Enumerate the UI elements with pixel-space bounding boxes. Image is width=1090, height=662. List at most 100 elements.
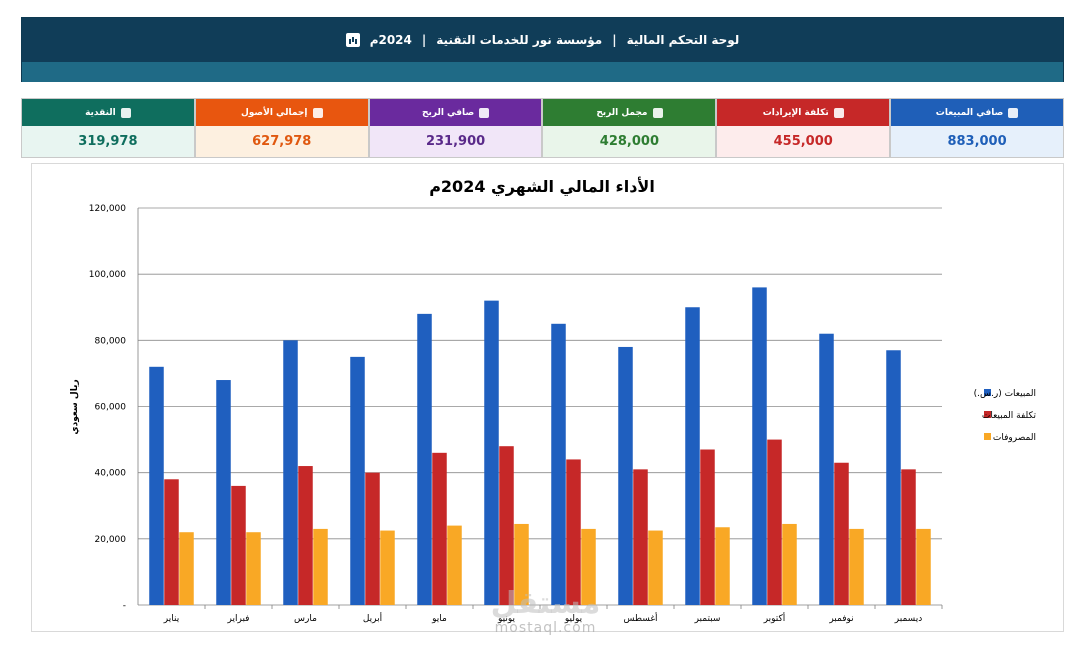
kpi-label: النقدية bbox=[85, 107, 116, 118]
monthly-performance-chart: الأداء المالي الشهري 2024م ريال سعودي - 2… bbox=[31, 163, 1064, 632]
chart-bars bbox=[149, 287, 931, 605]
bar bbox=[380, 530, 395, 605]
y-tick-label: 100,000 bbox=[89, 270, 126, 280]
bar-chart-svg: الأداء المالي الشهري 2024م ريال سعودي - 2… bbox=[70, 177, 1037, 624]
legend-label: المبيعات (ر.س.) bbox=[974, 389, 1036, 399]
x-tick-label: يناير bbox=[163, 614, 180, 624]
bar bbox=[819, 333, 834, 605]
bar bbox=[849, 528, 864, 605]
legend-swatch bbox=[984, 433, 991, 440]
kpi-value: 627,978 bbox=[195, 126, 368, 157]
header-title-bar: لوحة التحكم المالية | مؤسسة نور للخدمات … bbox=[22, 18, 1063, 62]
bar bbox=[246, 532, 261, 605]
legend-swatch bbox=[984, 389, 991, 396]
x-tick-label: سبتمبر bbox=[694, 614, 721, 624]
x-tick-label: مايو bbox=[431, 614, 447, 624]
bar bbox=[216, 380, 231, 605]
bar bbox=[685, 307, 700, 605]
x-tick-label: يوليو bbox=[564, 614, 583, 624]
bar bbox=[432, 452, 447, 605]
bar bbox=[231, 485, 246, 605]
x-tick-label: أغسطس bbox=[623, 612, 657, 624]
dashboard-title: لوحة التحكم المالية bbox=[626, 33, 740, 47]
legend-label: المصروفات bbox=[993, 433, 1036, 443]
kpi-label: صافي الربح bbox=[422, 107, 475, 118]
y-tick-label: - bbox=[123, 601, 126, 611]
bar bbox=[700, 449, 715, 605]
y-tick-label: 20,000 bbox=[95, 535, 127, 545]
bar bbox=[886, 350, 901, 605]
x-axis-ticks: يناير فبراير مارس أبريل مايو يونيو يوليو أغسطس س… bbox=[163, 605, 943, 624]
chart-gridlines bbox=[137, 207, 942, 606]
x-tick-label: نوفمبر bbox=[828, 614, 853, 624]
y-axis-ticks: - 20,000 40,000 60,000 80,000 100,000 120,000 bbox=[89, 204, 126, 611]
trophy-icon bbox=[479, 107, 490, 118]
bar bbox=[447, 525, 462, 605]
bar bbox=[633, 469, 648, 605]
x-tick-label: يونيو bbox=[497, 614, 516, 624]
chart-title: الأداء المالي الشهري 2024م bbox=[429, 177, 655, 197]
kpi-title: إجمالي الأصول bbox=[195, 99, 368, 126]
bar bbox=[618, 346, 633, 605]
bar bbox=[164, 479, 179, 605]
bar bbox=[298, 466, 313, 605]
bar bbox=[350, 356, 365, 605]
bar bbox=[484, 300, 499, 605]
dashboard-header: لوحة التحكم المالية | مؤسسة نور للخدمات … bbox=[21, 17, 1064, 82]
y-tick-label: 40,000 bbox=[95, 469, 127, 479]
report-year: 2024م bbox=[369, 33, 412, 47]
y-tick-label: 60,000 bbox=[95, 403, 127, 413]
bar bbox=[283, 340, 298, 605]
title-separator: | bbox=[421, 33, 427, 47]
kpi-value: 319,978 bbox=[22, 126, 194, 157]
y-tick-label: 80,000 bbox=[95, 336, 127, 346]
x-tick-label: أبريل bbox=[363, 612, 382, 624]
bar bbox=[514, 523, 529, 605]
kpi-card-net-sales: صافي المبيعات 883,000 bbox=[890, 98, 1064, 158]
kpi-label: صافي المبيعات bbox=[935, 107, 1004, 118]
kpi-title: النقدية bbox=[22, 99, 194, 126]
bar bbox=[313, 528, 328, 605]
kpi-value: 455,000 bbox=[717, 126, 890, 157]
bar bbox=[752, 287, 767, 605]
x-tick-label: ديسمبر bbox=[894, 614, 922, 624]
kpi-value: 231,900 bbox=[369, 126, 542, 157]
money-bag-icon bbox=[1008, 107, 1019, 118]
bar bbox=[901, 469, 916, 605]
company-name: مؤسسة نور للخدمات التقنية bbox=[436, 33, 603, 47]
kpi-card-gross-profit: مجمل الربح 428,000 bbox=[542, 98, 717, 158]
y-tick-label: 120,000 bbox=[89, 204, 126, 214]
chart-legend: المبيعات (ر.س.) تكلفة المبيعات المصروفات bbox=[974, 389, 1037, 443]
box-icon bbox=[833, 107, 844, 118]
kpi-cards: النقدية 319,978 إجمالي الأصول 627,978 صا… bbox=[21, 98, 1064, 158]
bar bbox=[499, 446, 514, 605]
x-tick-label: أكتوبر bbox=[763, 612, 786, 624]
bar bbox=[767, 439, 782, 605]
bar bbox=[782, 523, 797, 605]
header-subbar bbox=[22, 62, 1063, 82]
legend-swatch bbox=[984, 411, 991, 418]
kpi-value: 428,000 bbox=[543, 126, 716, 157]
kpi-label: مجمل الربح bbox=[596, 107, 648, 118]
kpi-title: تكلفة الإيرادات bbox=[717, 99, 890, 126]
kpi-card-total-assets: إجمالي الأصول 627,978 bbox=[194, 98, 369, 158]
kpi-title: صافي المبيعات bbox=[891, 99, 1063, 126]
kpi-label: تكلفة الإيرادات bbox=[762, 107, 829, 118]
kpi-label: إجمالي الأصول bbox=[240, 107, 308, 118]
bar bbox=[149, 366, 164, 605]
kpi-card-cash: النقدية 319,978 bbox=[21, 98, 195, 158]
kpi-card-net-profit: صافي الربح 231,900 bbox=[368, 98, 543, 158]
bank-icon bbox=[312, 107, 323, 118]
chart-icon bbox=[345, 33, 360, 47]
bar bbox=[417, 313, 432, 605]
y-axis-label: ريال سعودي bbox=[70, 379, 80, 434]
kpi-card-cost-of-revenue: تكلفة الإيرادات 455,000 bbox=[716, 98, 891, 158]
title-separator: | bbox=[612, 33, 617, 47]
kpi-value: 883,000 bbox=[891, 126, 1063, 157]
x-tick-label: فبراير bbox=[227, 614, 250, 624]
bar bbox=[834, 462, 849, 605]
kpi-title: مجمل الربح bbox=[543, 99, 716, 126]
kpi-title: صافي الربح bbox=[369, 99, 542, 126]
cash-icon bbox=[120, 107, 131, 118]
legend-label: تكلفة المبيعات bbox=[982, 411, 1037, 421]
